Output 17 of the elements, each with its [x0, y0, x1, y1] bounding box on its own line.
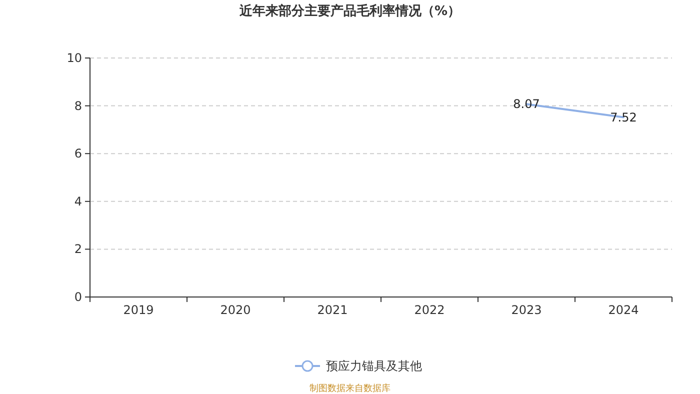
y-tick-label: 8: [74, 98, 82, 113]
legend-label: 预应力锚具及其他: [326, 359, 422, 373]
x-tick-label: 2023: [511, 303, 542, 317]
x-tick-label: 2022: [414, 303, 445, 317]
data-label: 8.07: [513, 97, 540, 112]
x-tick-label: 2020: [220, 303, 251, 317]
y-tick-label: 10: [66, 51, 82, 65]
chart-title: 近年来部分主要产品毛利率情况（%）: [238, 3, 461, 19]
y-tick-label: 4: [74, 194, 82, 208]
y-tick-label: 6: [74, 146, 82, 161]
y-tick-label: 2: [74, 242, 82, 256]
y-tick-label: 0: [74, 290, 82, 304]
data-label: 7.52: [610, 110, 637, 124]
x-tick-label: 2024: [608, 303, 639, 317]
x-tick-label: 2021: [317, 303, 348, 317]
text: 制图数据来自数据库: [310, 383, 390, 394]
x-tick-label: 2019: [123, 303, 154, 317]
